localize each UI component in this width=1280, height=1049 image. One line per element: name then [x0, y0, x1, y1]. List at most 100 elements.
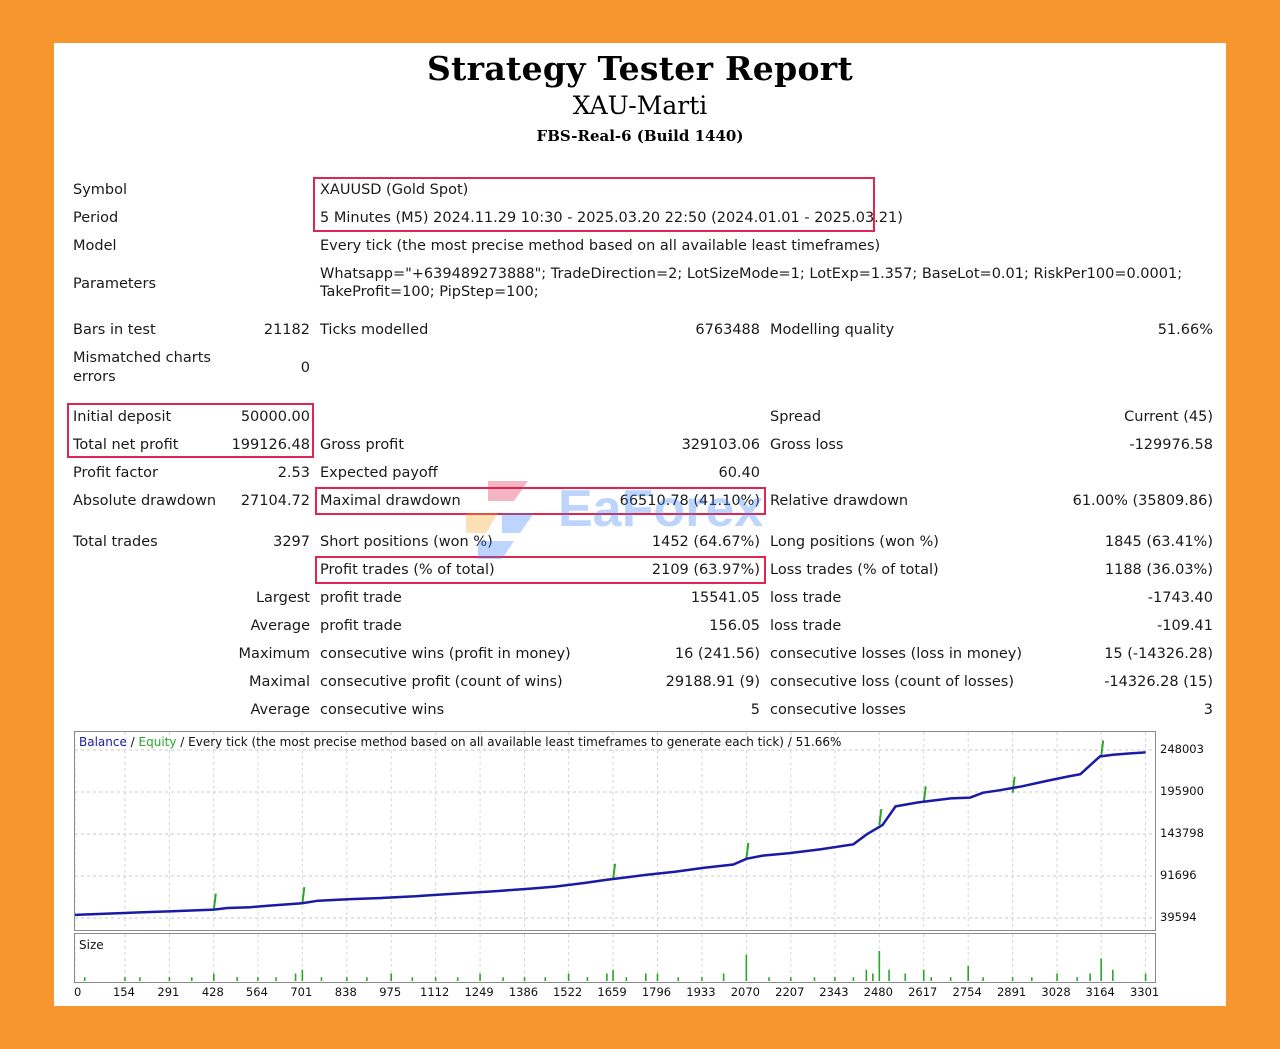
profit-factor-label: Profit factor — [73, 465, 158, 481]
gross-loss-label: Gross loss — [770, 437, 844, 453]
x-tick-label: 3164 — [1085, 985, 1115, 999]
avg-consecutive-wins-label: consecutive wins — [320, 702, 445, 718]
x-tick-label: 1386 — [508, 985, 539, 999]
expected-payoff-value: 60.40 — [718, 465, 760, 481]
x-tick-label: 1112 — [420, 985, 450, 999]
x-tick-label: 2207 — [775, 985, 805, 999]
y-tick-label: 39594 — [1160, 910, 1197, 924]
x-tick-label: 1796 — [641, 985, 672, 999]
report-title: Strategy Tester Report — [426, 49, 853, 88]
report-page: Strategy Tester Report XAU-Marti FBS-Rea… — [54, 43, 1226, 1006]
mismatched-value: 0 — [300, 360, 310, 376]
equity-mark — [922, 786, 927, 803]
equity-mark — [1011, 776, 1016, 793]
x-tick-label: 2617 — [908, 985, 938, 999]
profit-factor-value: 2.53 — [277, 465, 310, 481]
relative-drawdown-value: 61.00% (35809.86) — [1072, 493, 1213, 509]
average-consecutive-label: Average — [250, 702, 310, 718]
max-consecutive-wins-value: 16 (241.56) — [674, 646, 760, 662]
deposit-profit-highlight — [67, 403, 314, 458]
legend-equity: Equity — [138, 735, 177, 749]
max-consecutive-losses-value: 15 (-14326.28) — [1104, 646, 1213, 662]
x-tick-label: 2343 — [819, 985, 849, 999]
profit-trades-label: Profit trades (% of total) — [320, 562, 495, 578]
x-tick-label: 3028 — [1041, 985, 1071, 999]
bars-value: 21182 — [263, 322, 310, 338]
avg-consecutive-wins-value: 5 — [750, 702, 760, 718]
relative-drawdown-label: Relative drawdown — [770, 493, 909, 509]
largest-loss-value: -1743.40 — [1147, 590, 1213, 606]
total-trades-label: Total trades — [73, 534, 158, 550]
equity-mark — [301, 887, 306, 904]
balance-chart-plot — [75, 732, 1155, 930]
largest-loss-label: loss trade — [770, 590, 842, 606]
x-tick-label: 838 — [334, 985, 357, 999]
short-positions-label: Short positions (won %) — [320, 534, 493, 550]
legend-description: / Every tick (the most precise method ba… — [176, 735, 842, 749]
x-tick-label: 975 — [379, 985, 402, 999]
legend-balance: Balance — [79, 735, 127, 749]
average-loss-value: -109.41 — [1157, 618, 1213, 634]
profit-trades-value: 2109 (63.97%) — [651, 562, 760, 578]
maximum-label: Maximum — [238, 646, 310, 662]
x-tick-label: 0 — [74, 985, 82, 999]
long-positions-value: 1845 (63.41%) — [1104, 534, 1213, 550]
gross-loss-value: -129976.58 — [1129, 437, 1213, 453]
x-tick-label: 701 — [290, 985, 313, 999]
gross-profit-value: 329103.06 — [681, 437, 760, 453]
balance-chart: Balance / Equity / Every tick (the most … — [74, 731, 1156, 931]
x-tick-label: 1659 — [597, 985, 627, 999]
ticks-label: Ticks modelled — [320, 322, 429, 338]
maximal-consecutive-profit-value: 29188.91 (9) — [665, 674, 760, 690]
size-chart: Size — [74, 933, 1156, 983]
short-positions-value: 1452 (64.67%) — [651, 534, 760, 550]
loss-trades-value: 1188 (36.03%) — [1104, 562, 1213, 578]
total-net-profit-value: 199126.48 — [231, 437, 310, 453]
y-tick-label: 143798 — [1160, 826, 1204, 840]
equity-mark — [612, 863, 617, 880]
total-net-profit-label: Total net profit — [73, 437, 179, 453]
avg-consecutive-losses-label: consecutive losses — [770, 702, 906, 718]
parameters-label: Parameters — [73, 276, 156, 292]
equity-mark — [745, 842, 750, 859]
largest-label: Largest — [255, 590, 310, 606]
expert-name: XAU-Marti — [572, 91, 708, 120]
avg-consecutive-losses-value: 3 — [1203, 702, 1213, 718]
x-tick-label: 291 — [157, 985, 180, 999]
size-label: Size — [79, 938, 104, 952]
symbol-period-highlight — [313, 177, 875, 232]
server-build: FBS-Real-6 (Build 1440) — [536, 127, 744, 145]
symbol-label: Symbol — [73, 182, 128, 198]
x-tick-label: 564 — [245, 985, 268, 999]
maximal-consecutive-loss-label: consecutive loss (count of losses) — [770, 674, 1015, 690]
maximal-drawdown-label: Maximal drawdown — [320, 493, 461, 509]
modelling-value: 51.66% — [1157, 322, 1213, 338]
largest-profit-value: 15541.05 — [690, 590, 760, 606]
x-tick-label: 1933 — [686, 985, 716, 999]
parameters-line-1: Whatsapp="+639489273888"; TradeDirection… — [320, 266, 1183, 282]
initial-deposit-label: Initial deposit — [73, 409, 172, 425]
total-trades-value: 3297 — [273, 534, 310, 550]
y-tick-label: 91696 — [1160, 868, 1197, 882]
y-tick-label: 195900 — [1160, 784, 1204, 798]
profit-trades-highlight — [315, 556, 766, 584]
maximal-drawdown-value: 66510.78 (41.10%) — [619, 493, 760, 509]
max-consecutive-wins-label: consecutive wins (profit in money) — [320, 646, 571, 662]
maximal-consecutive-profit-label: consecutive profit (count of wins) — [320, 674, 563, 690]
model-label: Model — [73, 238, 117, 254]
equity-mark — [1100, 740, 1105, 757]
long-positions-label: Long positions (won %) — [770, 534, 939, 550]
x-tick-label: 2891 — [996, 985, 1027, 999]
y-tick-label: 248003 — [1160, 742, 1204, 756]
average-profit-value: 156.05 — [709, 618, 760, 634]
average-profit-label: profit trade — [320, 618, 402, 634]
x-tick-label: 2070 — [730, 985, 760, 999]
symbol-value: XAUUSD (Gold Spot) — [320, 182, 469, 198]
ticks-value: 6763488 — [695, 322, 760, 338]
spread-value: Current (45) — [1124, 409, 1213, 425]
spread-label: Spread — [770, 409, 822, 425]
maximal-label: Maximal — [248, 674, 310, 690]
bars-label: Bars in test — [73, 322, 156, 338]
period-label: Period — [73, 210, 119, 226]
period-value: 5 Minutes (M5) 2024.11.29 10:30 - 2025.0… — [320, 210, 903, 226]
